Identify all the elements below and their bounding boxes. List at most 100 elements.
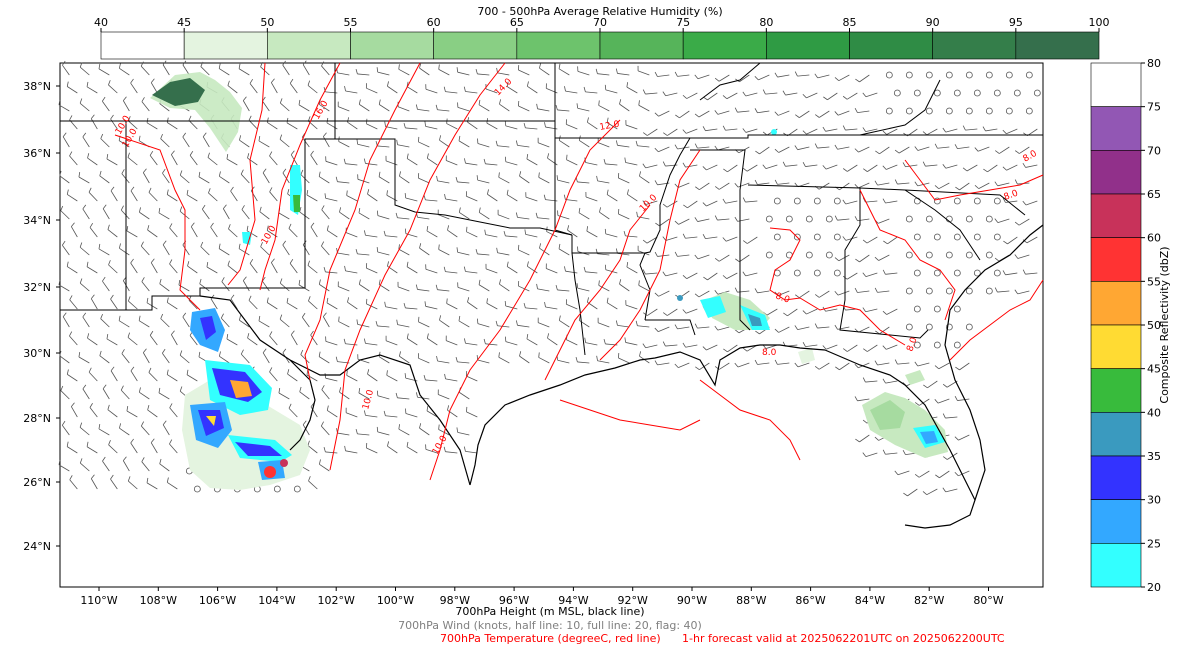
wind-barb xyxy=(497,145,510,148)
wind-barb-feather xyxy=(783,312,788,317)
wind-barb xyxy=(459,212,470,220)
wind-barb xyxy=(697,254,710,260)
wind-barb-feather xyxy=(539,243,542,249)
wind-barb xyxy=(325,451,338,454)
wind-barb xyxy=(142,172,150,184)
wind-barb-feather xyxy=(755,330,760,335)
wind-barb-feather xyxy=(59,170,62,176)
wind-barb xyxy=(847,164,858,172)
calm-marker xyxy=(945,107,953,115)
wind-barb-feather xyxy=(547,333,550,339)
wind-barb-feather xyxy=(130,438,134,444)
wind-barb xyxy=(605,89,618,94)
wind-barb-feather xyxy=(882,449,886,455)
wind-barb xyxy=(387,85,398,94)
wind-barb-feather xyxy=(558,315,561,321)
wind-barb xyxy=(407,158,418,166)
longitude-axis: 110°W 108°W 106°W 104°W 102°W 100°W 98°W 96°W 94… xyxy=(80,587,1004,607)
wind-barb-feather xyxy=(206,261,209,268)
wind-barb xyxy=(120,209,130,220)
wind-barb xyxy=(249,263,258,274)
wind-barb xyxy=(858,326,870,333)
wind-barb xyxy=(578,212,590,220)
wind-barb xyxy=(617,144,630,148)
calm-marker xyxy=(1013,89,1021,97)
wind-barb-feather xyxy=(79,62,83,68)
wind-barb-feather xyxy=(162,420,167,425)
wind-barb-feather xyxy=(834,111,839,116)
wind-barb xyxy=(957,398,970,401)
wind-barb-feather xyxy=(683,204,688,209)
wind-barb-feather xyxy=(79,458,83,464)
wind-barb-feather xyxy=(863,348,868,352)
wind-barb xyxy=(677,254,690,257)
wind-barb-feather xyxy=(347,297,350,303)
wind-barb-feather xyxy=(307,440,310,446)
wind-barb xyxy=(162,353,170,364)
wind-barb xyxy=(725,200,738,204)
wind-barb xyxy=(221,317,230,328)
wind-barb-feather xyxy=(703,276,708,281)
wind-barb xyxy=(618,213,630,220)
wind-barb-feather xyxy=(702,234,706,239)
wind-barb xyxy=(566,123,578,130)
wind-barb-feather xyxy=(834,215,838,221)
wind-barb-feather xyxy=(723,168,728,173)
wind-barb-feather xyxy=(814,114,820,118)
wind-barb-feather xyxy=(87,153,90,159)
wind-barb xyxy=(188,300,198,310)
wind-barb xyxy=(617,324,630,328)
wind-barb xyxy=(106,158,118,166)
wind-barb xyxy=(686,92,698,99)
wind-barb xyxy=(82,208,90,220)
wind-barb xyxy=(645,272,658,275)
wind-barb-feather xyxy=(179,386,183,392)
wind-barb xyxy=(639,175,650,184)
wind-barb xyxy=(100,138,110,148)
wind-barb xyxy=(417,108,430,112)
wind-barb xyxy=(385,415,398,418)
wind-barb xyxy=(1025,200,1038,206)
wind-barb xyxy=(437,360,450,364)
wind-barb-feather xyxy=(774,72,778,78)
wind-barb xyxy=(818,182,830,190)
wind-barb-feather xyxy=(78,351,81,358)
wind-barb-feather xyxy=(463,446,466,452)
wind-barb-feather xyxy=(774,179,778,185)
wind-barb xyxy=(517,144,530,148)
wind-barb-feather xyxy=(119,243,121,249)
wind-barb-feather xyxy=(162,168,166,174)
wind-barb xyxy=(60,210,70,220)
wind-barb xyxy=(606,302,618,310)
wind-barb-feather xyxy=(169,439,173,445)
wind-barb xyxy=(925,164,938,167)
wind-barb-feather xyxy=(638,280,640,286)
wind-barb-feather xyxy=(722,237,727,242)
wind-barb xyxy=(437,109,450,112)
wind-barb-feather xyxy=(734,216,738,222)
calm-marker xyxy=(793,269,801,277)
wind-barb xyxy=(745,92,758,97)
wind-barb xyxy=(262,100,270,112)
wind-barb xyxy=(210,298,218,310)
wind-barb xyxy=(497,214,510,220)
wind-barb xyxy=(385,306,398,310)
wind-barb xyxy=(310,334,318,346)
wind-barb-feather xyxy=(802,161,806,167)
humidity-colorbar-tick-label: 60 xyxy=(427,16,441,29)
wind-barb xyxy=(737,362,750,368)
wind-barb-feather xyxy=(596,355,598,361)
wind-barb-feather xyxy=(298,279,301,285)
wind-barb xyxy=(310,406,318,418)
calm-marker xyxy=(973,269,981,277)
wind-barb xyxy=(167,122,178,130)
temp-contour xyxy=(904,159,1044,201)
wind-barb xyxy=(326,302,338,310)
wind-barb xyxy=(458,320,470,328)
wind-barb-feather xyxy=(375,321,378,327)
wind-barb-feather xyxy=(762,164,767,169)
wind-barb-feather xyxy=(603,339,606,345)
wind-barb-feather xyxy=(935,474,940,479)
wind-barb-feather xyxy=(694,323,698,329)
wind-barb xyxy=(978,182,990,189)
